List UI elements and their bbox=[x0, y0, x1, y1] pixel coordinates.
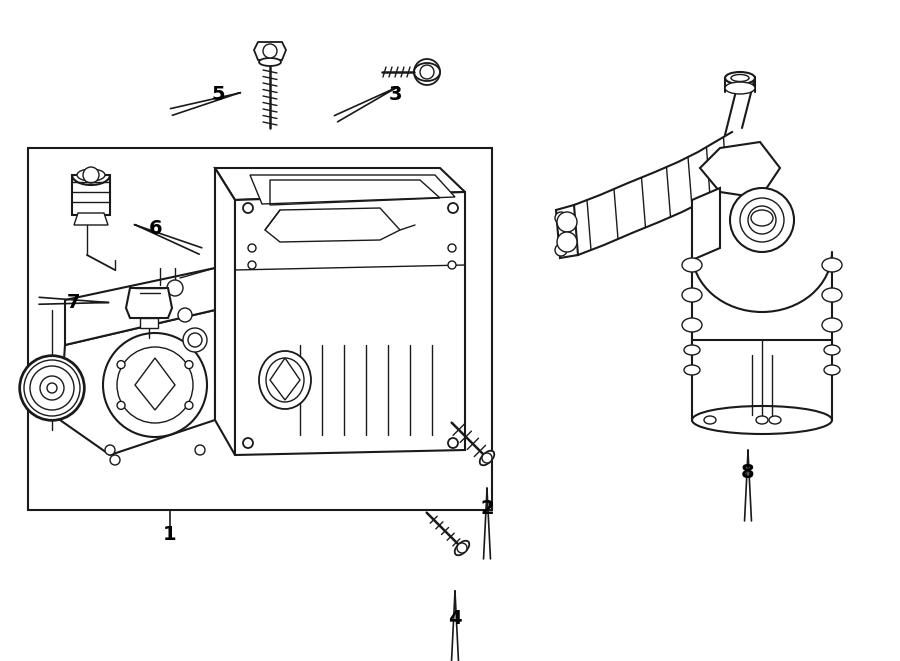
Circle shape bbox=[117, 361, 125, 369]
Polygon shape bbox=[60, 310, 215, 455]
Circle shape bbox=[248, 244, 256, 252]
Circle shape bbox=[195, 445, 205, 455]
Circle shape bbox=[482, 453, 492, 463]
Text: 7: 7 bbox=[68, 293, 81, 311]
Polygon shape bbox=[235, 192, 465, 455]
Circle shape bbox=[740, 198, 784, 242]
Circle shape bbox=[40, 376, 64, 400]
Ellipse shape bbox=[704, 416, 716, 424]
Ellipse shape bbox=[259, 58, 281, 66]
Polygon shape bbox=[215, 168, 465, 200]
Circle shape bbox=[47, 383, 57, 393]
Ellipse shape bbox=[682, 318, 702, 332]
Text: 4: 4 bbox=[448, 609, 462, 627]
Circle shape bbox=[414, 59, 440, 85]
Circle shape bbox=[117, 347, 193, 423]
Circle shape bbox=[555, 212, 567, 224]
Polygon shape bbox=[126, 288, 172, 318]
Ellipse shape bbox=[454, 541, 469, 555]
Circle shape bbox=[248, 261, 256, 269]
Circle shape bbox=[110, 455, 120, 465]
Text: 8: 8 bbox=[742, 463, 755, 481]
Circle shape bbox=[167, 280, 183, 296]
Ellipse shape bbox=[731, 75, 749, 81]
Ellipse shape bbox=[692, 406, 832, 434]
Circle shape bbox=[448, 438, 458, 448]
Polygon shape bbox=[74, 213, 108, 225]
Ellipse shape bbox=[822, 318, 842, 332]
Text: 3: 3 bbox=[388, 85, 401, 104]
Ellipse shape bbox=[682, 258, 702, 272]
Circle shape bbox=[448, 203, 458, 213]
Ellipse shape bbox=[684, 365, 700, 375]
Polygon shape bbox=[700, 142, 780, 198]
Ellipse shape bbox=[725, 82, 755, 94]
Circle shape bbox=[420, 65, 434, 79]
Ellipse shape bbox=[725, 72, 755, 84]
Circle shape bbox=[448, 261, 456, 269]
Polygon shape bbox=[215, 168, 235, 455]
Polygon shape bbox=[556, 205, 578, 258]
Ellipse shape bbox=[756, 416, 768, 424]
Polygon shape bbox=[72, 175, 110, 215]
Circle shape bbox=[555, 244, 567, 256]
Ellipse shape bbox=[259, 351, 311, 409]
Bar bbox=[692, 340, 832, 420]
Circle shape bbox=[183, 328, 207, 352]
Circle shape bbox=[748, 206, 776, 234]
Text: 1: 1 bbox=[163, 525, 176, 545]
Circle shape bbox=[103, 333, 207, 437]
Circle shape bbox=[105, 445, 115, 455]
Polygon shape bbox=[265, 208, 400, 242]
Ellipse shape bbox=[480, 451, 494, 465]
Circle shape bbox=[457, 543, 467, 553]
Circle shape bbox=[188, 333, 202, 347]
Circle shape bbox=[20, 356, 84, 420]
Text: 6: 6 bbox=[149, 219, 163, 237]
Ellipse shape bbox=[769, 416, 781, 424]
Polygon shape bbox=[270, 358, 300, 400]
Ellipse shape bbox=[822, 288, 842, 302]
Ellipse shape bbox=[684, 345, 700, 355]
Circle shape bbox=[243, 203, 253, 213]
Polygon shape bbox=[250, 175, 455, 204]
Polygon shape bbox=[65, 268, 215, 345]
Circle shape bbox=[557, 212, 577, 232]
Circle shape bbox=[243, 438, 253, 448]
Circle shape bbox=[83, 167, 99, 183]
Circle shape bbox=[557, 232, 577, 252]
Circle shape bbox=[263, 44, 277, 58]
Ellipse shape bbox=[822, 258, 842, 272]
Bar bbox=[28, 148, 492, 510]
Ellipse shape bbox=[751, 210, 773, 226]
Polygon shape bbox=[135, 358, 175, 410]
Circle shape bbox=[184, 361, 193, 369]
Circle shape bbox=[448, 244, 456, 252]
Ellipse shape bbox=[266, 358, 304, 402]
Ellipse shape bbox=[414, 63, 440, 81]
Circle shape bbox=[117, 401, 125, 409]
Circle shape bbox=[30, 366, 74, 410]
Ellipse shape bbox=[824, 345, 840, 355]
Text: 2: 2 bbox=[481, 498, 494, 518]
Circle shape bbox=[730, 188, 794, 252]
Ellipse shape bbox=[682, 288, 702, 302]
Ellipse shape bbox=[77, 169, 105, 181]
Text: 5: 5 bbox=[212, 85, 225, 104]
Ellipse shape bbox=[824, 365, 840, 375]
Circle shape bbox=[178, 308, 192, 322]
Circle shape bbox=[184, 401, 193, 409]
Polygon shape bbox=[254, 42, 286, 60]
Polygon shape bbox=[692, 188, 720, 260]
Polygon shape bbox=[140, 318, 158, 328]
